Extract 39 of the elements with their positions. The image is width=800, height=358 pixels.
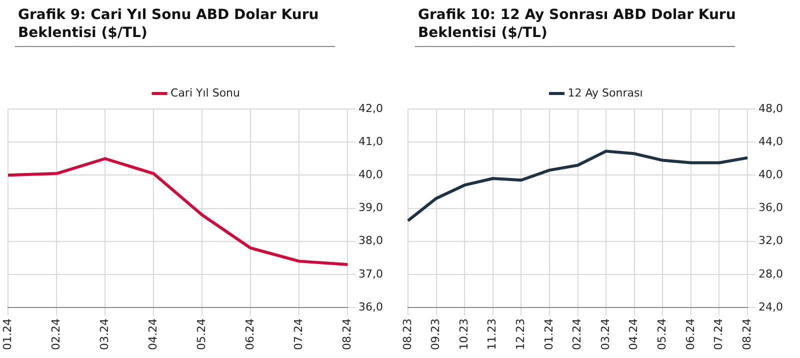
y-tick-label: 24,0 (758, 300, 784, 314)
y-tick-label: 41,0 (358, 134, 384, 148)
x-tick-label: 08.24 (740, 318, 754, 350)
x-tick-label: 04.24 (627, 318, 640, 350)
legend-label: Cari Yıl Sonu (170, 86, 240, 100)
x-tick-label: 12.23 (514, 318, 528, 350)
x-tick-label: 08.24 (340, 318, 354, 350)
x-tick-label: 07.24 (292, 318, 305, 350)
y-tick-label: 44,0 (758, 134, 784, 148)
x-tick-label: 10.23 (457, 318, 470, 350)
x-tick-label: 11.23 (486, 318, 499, 350)
x-tick-label: 05.24 (655, 318, 668, 350)
x-tick-label: 06.24 (243, 318, 256, 350)
x-tick-label: 06.24 (684, 318, 697, 350)
legend-label: 12 Ay Sonrası (568, 86, 643, 100)
x-tick-label: 03.24 (598, 318, 612, 350)
y-tick-label: 37,0 (358, 267, 384, 280)
x-tick-label: 04.24 (146, 318, 160, 350)
x-tick-label: 05.24 (194, 318, 208, 350)
y-tick-label: 28,0 (758, 267, 784, 280)
x-tick-label: 07.24 (712, 318, 726, 350)
x-tick-label: 03.24 (98, 318, 111, 350)
x-tick-label: 01.24 (0, 318, 14, 350)
y-tick-label: 40,0 (358, 168, 384, 182)
y-tick-label: 36,0 (758, 201, 784, 214)
chart-title: Grafik 9: Cari Yıl Sonu ABD Dolar Kuru Beklentisi ($/TL) (18, 6, 320, 42)
x-tick-label: 09.23 (429, 318, 442, 350)
x-tick-label: 01.24 (542, 318, 556, 350)
x-tick-label: 02.24 (570, 318, 584, 350)
y-tick-label: 32,0 (758, 234, 784, 248)
y-tick-label: 39,0 (358, 201, 384, 214)
x-tick-label: 02.24 (49, 318, 62, 350)
chart-title: Grafik 10: 12 Ay Sonrası ABD Dolar Kuru Beklentisi ($/TL) (418, 6, 737, 42)
y-tick-label: 42,0 (358, 102, 384, 115)
y-tick-label: 48,0 (758, 102, 784, 115)
y-tick-label: 36,0 (358, 300, 384, 314)
x-tick-label: 08.23 (400, 318, 414, 350)
y-tick-label: 40,0 (758, 168, 784, 182)
y-tick-label: 38,0 (358, 234, 384, 248)
